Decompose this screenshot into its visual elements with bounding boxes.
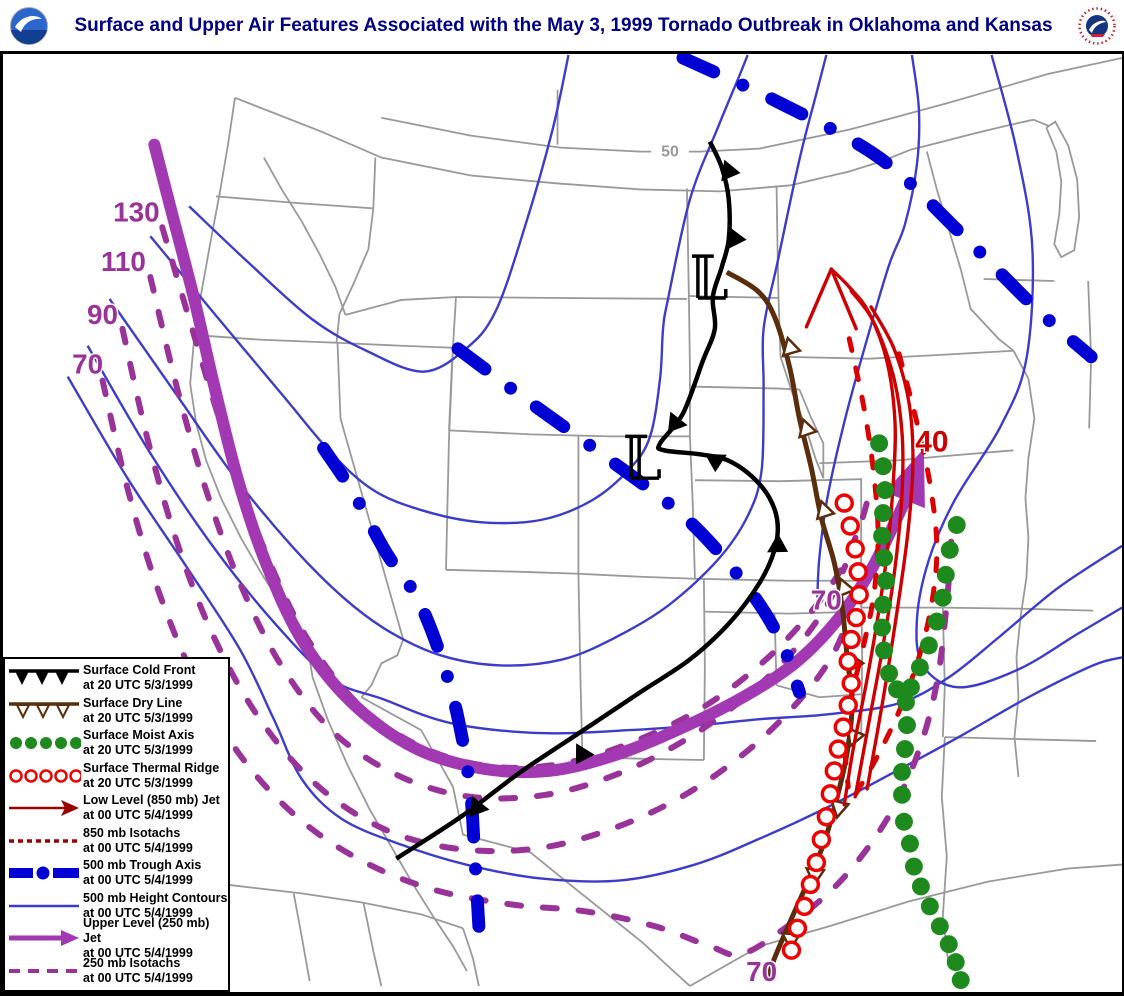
legend-item-thermal-ridge: Surface Thermal Ridge at 20 UTC 5/3/1999	[5, 760, 228, 791]
dry-line-symbol	[9, 702, 79, 719]
legend-item-height-contours: 500 mb Height Contours at 00 UTC 5/4/1999	[5, 890, 228, 921]
thermal-ridge-symbol	[9, 769, 81, 783]
legend-label: 850 mb Isotachs	[83, 825, 181, 840]
legend-label: Upper Level (250 mb) Jet	[83, 915, 210, 945]
noaa-logo	[10, 6, 48, 45]
jet-850-symbol	[9, 800, 79, 817]
legend-time: at 20 UTC 5/3/1999	[83, 743, 193, 758]
legend-label: Surface Cold Front	[83, 663, 196, 678]
svg-text:90: 90	[87, 299, 118, 330]
legend-time: at 00 UTC 5/4/1999	[83, 905, 193, 920]
legend-time: at 20 UTC 5/3/1999	[83, 775, 193, 790]
legend-item-isotachs-850: 850 mb Isotachs at 00 UTC 5/4/1999	[5, 825, 228, 856]
legend-item-dry-line: Surface Dry Line at 20 UTC 5/3/1999	[5, 695, 228, 726]
svg-text:50: 50	[661, 144, 679, 161]
jet-850-arrow	[804, 267, 915, 807]
cold-front-symbol	[9, 669, 79, 686]
map-value-labels: 130 110 90 70 70 70 40 50	[71, 142, 950, 988]
moist-axis-symbol	[10, 737, 81, 750]
nws-logo	[1078, 6, 1116, 45]
jet-250-icon	[5, 925, 83, 951]
svg-text:70: 70	[72, 349, 103, 380]
svg-text:130: 130	[113, 196, 159, 227]
legend-item-cold-front: Surface Cold Front at 20 UTC 5/3/1999	[5, 663, 228, 694]
jet-850-icon	[5, 795, 83, 821]
svg-text:70: 70	[746, 956, 777, 987]
jet-250-arrow	[148, 138, 925, 779]
svg-text:110: 110	[101, 246, 146, 277]
trough-axis-lines	[317, 54, 1098, 933]
legend-time: at 00 UTC 5/4/1999	[83, 808, 193, 823]
legend-label: 500 mb Trough Axis	[83, 858, 202, 873]
dry-line-icon	[5, 698, 83, 724]
legend-label: 500 mb Height Contours	[83, 890, 228, 905]
thermal-ridge-circles	[781, 493, 869, 960]
isotachs-850-icon	[5, 828, 83, 854]
legend-label: Surface Dry Line	[83, 695, 183, 710]
trough-axis-icon	[5, 860, 83, 886]
jet-250-symbol	[9, 930, 79, 947]
isotachs-250-icon	[5, 958, 83, 984]
legend-label: Low Level (850 mb) Jet	[83, 793, 220, 808]
isotachs-850-symbol	[9, 839, 79, 843]
isotachs-250-symbol	[9, 968, 79, 973]
cold-front-icon	[5, 665, 83, 691]
legend-box: Surface Cold Front at 20 UTC 5/3/1999 Surf…	[3, 657, 230, 992]
page-title: Surface and Upper Air Features Associate…	[74, 14, 1053, 36]
legend-item-jet-850: Low Level (850 mb) Jet at 00 UTC 5/4/1999	[5, 793, 228, 824]
legend-label: 250 mb Isotachs	[83, 955, 181, 970]
legend-item-isotachs-250: 250 mb Isotachs at 00 UTC 5/4/1999	[5, 955, 228, 986]
height-contours-icon	[5, 893, 83, 919]
low-pressure-symbols	[625, 254, 728, 480]
svg-text:70: 70	[811, 585, 842, 616]
header-bar: Surface and Upper Air Features Associate…	[0, 0, 1124, 54]
legend-time: at 00 UTC 5/4/1999	[83, 873, 193, 888]
cold-front-line	[395, 140, 789, 861]
thermal-ridge-icon	[5, 763, 83, 789]
legend-item-jet-250: Upper Level (250 mb) Jet at 00 UTC 5/4/19…	[5, 916, 228, 960]
legend-label: Surface Thermal Ridge	[83, 760, 220, 775]
weather-map: 130 110 90 70 70 70 40 50 Surface Cold Front at …	[0, 54, 1124, 996]
legend-item-moist-axis: Surface Moist Axis at 20 UTC 5/3/1999	[5, 728, 228, 759]
moist-axis-dots	[870, 434, 970, 990]
state-boundaries	[182, 57, 1122, 987]
legend-time: at 20 UTC 5/3/1999	[83, 678, 193, 693]
moist-axis-icon	[5, 730, 83, 756]
legend-time: at 00 UTC 5/4/1999	[83, 945, 193, 960]
height-contour-lines	[66, 54, 1122, 883]
legend-time: at 20 UTC 5/3/1999	[83, 710, 193, 725]
legend-item-trough-axis: 500 mb Trough Axis at 00 UTC 5/4/1999	[5, 858, 228, 889]
trough-axis-symbol	[9, 866, 79, 880]
legend-label: Surface Moist Axis	[83, 728, 195, 743]
height-contours-symbol	[9, 904, 79, 907]
svg-text:40: 40	[915, 425, 948, 458]
legend-time: at 00 UTC 5/4/1999	[83, 840, 193, 855]
legend-time: at 00 UTC 5/4/1999	[83, 970, 193, 985]
map-canvas: 130 110 90 70 70 70 40 50	[66, 54, 1122, 990]
